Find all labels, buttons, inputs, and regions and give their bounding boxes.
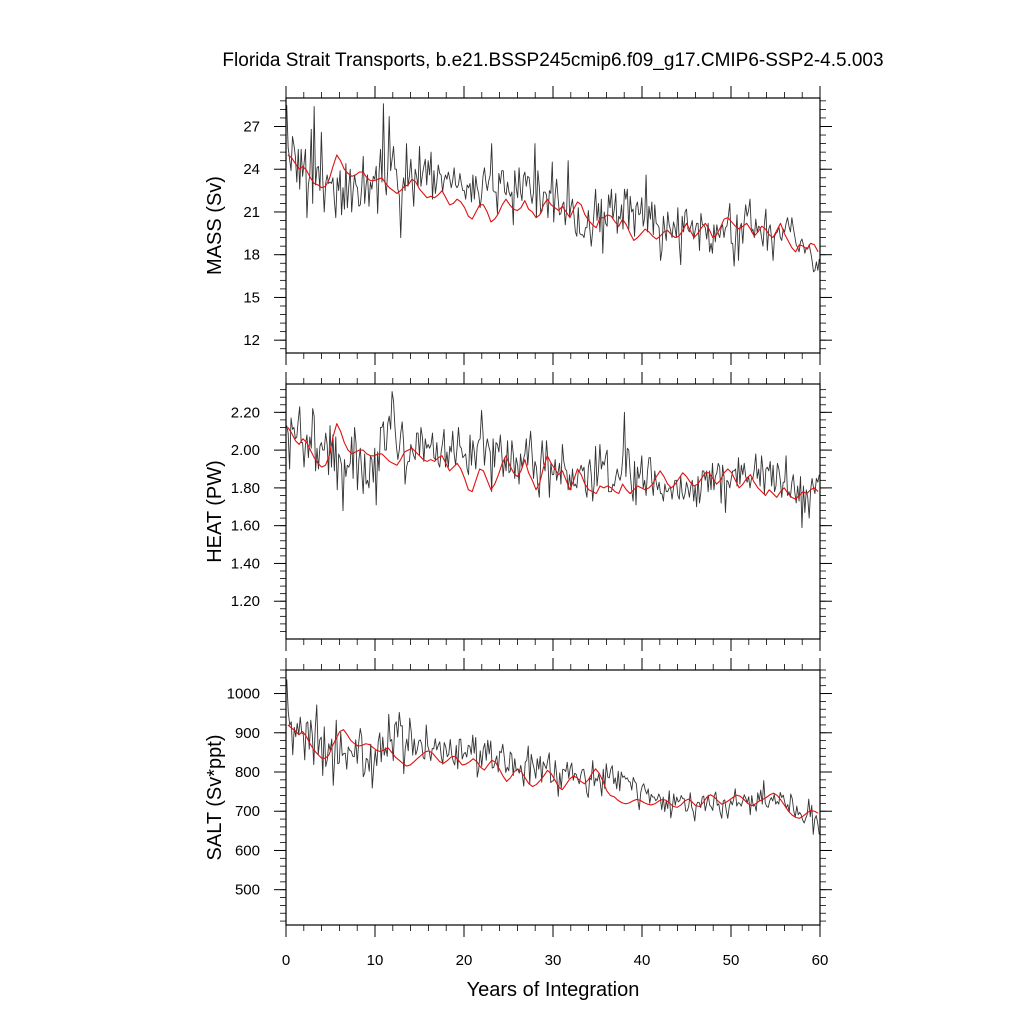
y-tick-label: 15	[243, 289, 260, 306]
y-tick-label: 1.80	[231, 480, 260, 497]
y-tick-label: 24	[243, 161, 260, 178]
y-tick-label: 1.20	[231, 593, 260, 610]
panels: 12 15 18 21 24 27 MASS (Sv) 1.20 1.40 1.60 1.80 2.0…	[204, 86, 832, 969]
monthly-series-line-2	[286, 679, 820, 835]
y-tick-label: 21	[243, 204, 260, 221]
x-tick-label: 10	[367, 952, 384, 969]
x-tick-label: 50	[723, 952, 740, 969]
y-tick-label: 18	[243, 247, 260, 264]
y-tick-label: 1000	[227, 686, 260, 703]
plot-frame-1	[285, 383, 821, 640]
x-tick-label: 0	[282, 952, 290, 969]
panel-2: 500 600 700 800 900 1000 SALT (Sv*ppt)	[204, 658, 832, 937]
annual-series-line-1	[287, 423, 819, 500]
y-tick-label: 600	[235, 842, 260, 859]
monthly-series-line-0	[286, 103, 820, 273]
annual-series-line-0	[287, 154, 819, 253]
x-tick-label: 60	[812, 952, 829, 969]
y-axis-label: SALT (Sv*ppt)	[204, 735, 226, 861]
y-tick-label: 2.20	[231, 404, 260, 421]
x-tick-label: 30	[545, 952, 562, 969]
y-tick-label: 500	[235, 882, 260, 899]
plot-frame-2	[285, 669, 821, 926]
monthly-series-line-1	[286, 391, 820, 529]
x-tick-label: 20	[456, 952, 473, 969]
y-tick-label: 2.00	[231, 442, 260, 459]
x-axis-label: Years of Integration	[467, 979, 640, 1001]
y-tick-label: 12	[243, 332, 260, 349]
annual-series-line-2	[287, 724, 819, 819]
x-tick-label: 40	[634, 952, 651, 969]
chart-title: Florida Strait Transports, b.e21.BSSP245…	[222, 50, 883, 71]
y-tick-label: 1.40	[231, 555, 260, 572]
panel-0: 12 15 18 21 24 27 MASS (Sv)	[204, 86, 832, 365]
y-axis-label: HEAT (PW)	[204, 460, 226, 563]
y-tick-label: 700	[235, 803, 260, 820]
y-axis-label: MASS (Sv)	[204, 176, 226, 275]
plot-frame-0	[285, 97, 821, 354]
panel-1: 1.20 1.40 1.60 1.80 2.00 2.20 HEAT (PW)	[204, 372, 832, 651]
y-tick-label: 1.60	[231, 518, 260, 535]
y-tick-label: 800	[235, 764, 260, 781]
y-tick-label: 27	[243, 118, 260, 135]
y-tick-label: 900	[235, 725, 260, 742]
